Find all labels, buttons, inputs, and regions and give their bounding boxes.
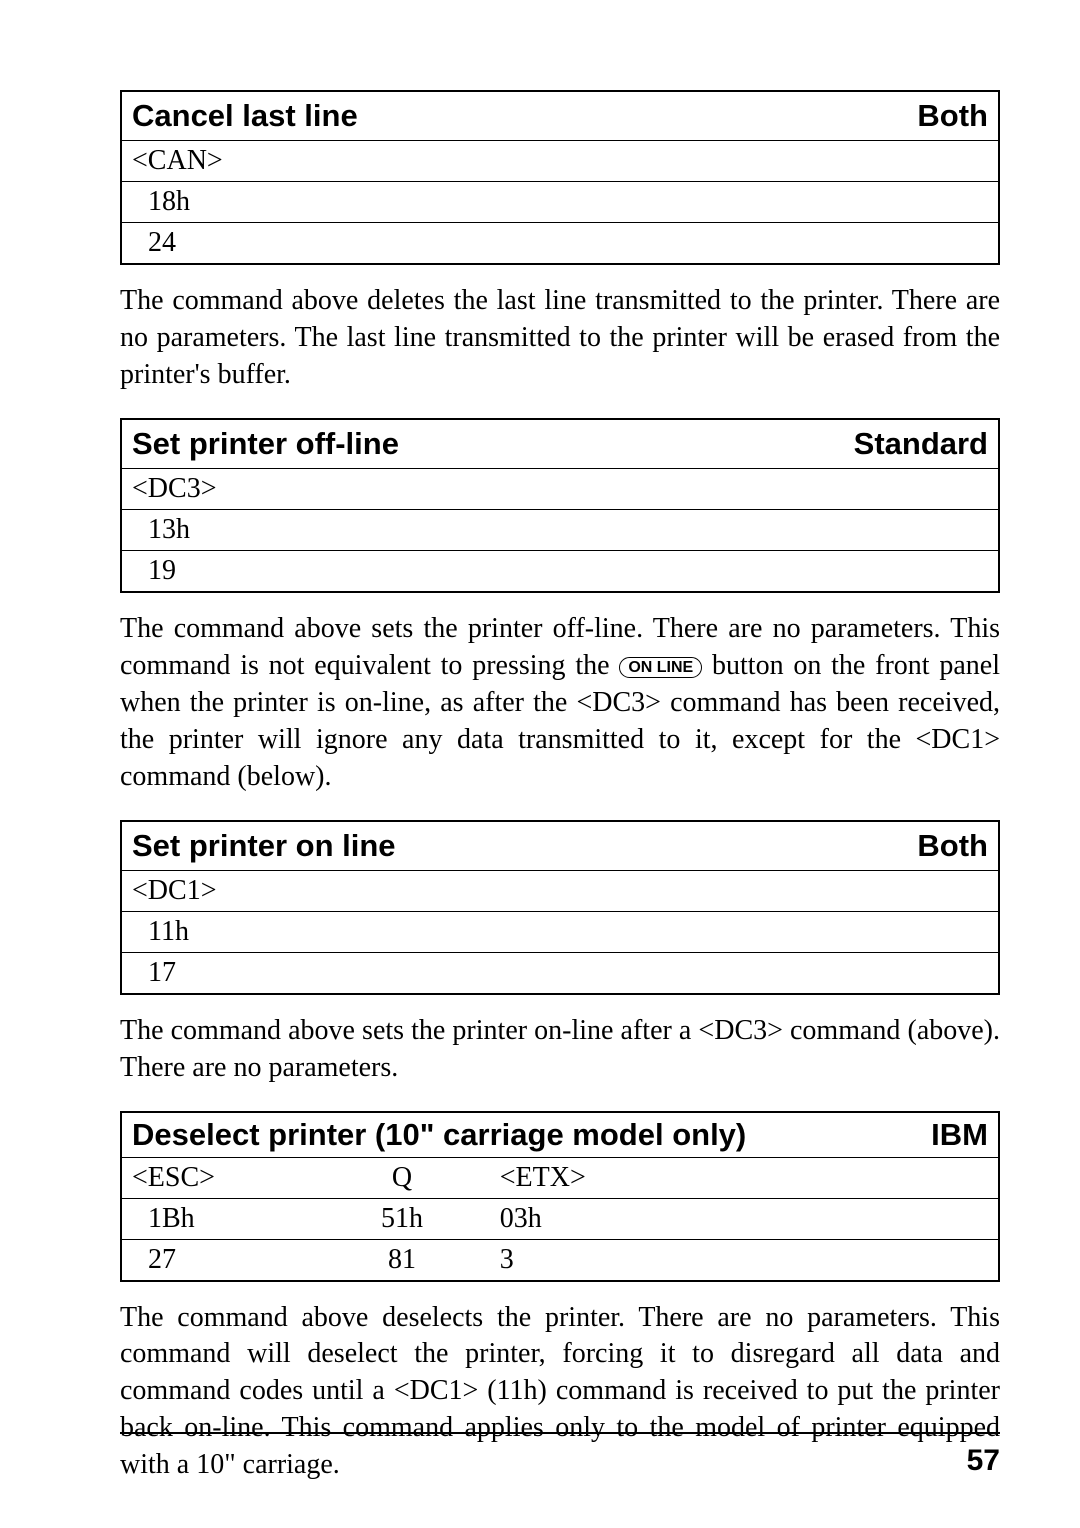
section4-r1c3: <ETX> [490,1157,999,1198]
cancel-last-line-table: Cancel last line Both <CAN> 18h 24 [120,90,1000,265]
section1-dec: 24 [121,223,999,265]
section3-mode: Both [917,828,988,864]
deselect-printer-table: Deselect printer (10" carriage model onl… [120,1111,1000,1282]
section2-hex: 13h [121,509,999,550]
section3-title: Set printer on line [132,828,396,863]
section2-title: Set printer off-line [132,426,399,461]
footer: 57 [120,1392,1000,1478]
set-printer-online-table: Set printer on line Both <DC1> 11h 17 [120,820,1000,995]
section1-title: Cancel last line [132,98,358,133]
section3-dec: 17 [121,952,999,994]
section4-r2c2: 51h [314,1198,490,1239]
section3-hex: 11h [121,911,999,952]
section3-description: The command above sets the printer on-li… [120,1013,1000,1087]
set-printer-offline-table: Set printer off-line Standard <DC3> 13h … [120,418,1000,593]
section4-r3c2: 81 [314,1239,490,1281]
online-button-icon: ON LINE [619,657,702,678]
section1-description: The command above deletes the last line … [120,283,1000,394]
section1-mode: Both [917,98,988,134]
section4-r2c3: 03h [490,1198,999,1239]
section4-r1c1: <ESC> [121,1157,314,1198]
section4-r2c1: 1Bh [121,1198,314,1239]
section4-r1c2: Q [314,1157,490,1198]
section3-code: <DC1> [121,870,999,911]
footer-divider [120,1432,1000,1434]
section1-code: <CAN> [121,141,999,182]
section4-r3c3: 3 [490,1239,999,1281]
section2-mode: Standard [854,426,988,462]
section2-code: <DC3> [121,468,999,509]
section2-dec: 19 [121,550,999,592]
section4-mode: IBM [931,1117,988,1153]
section1-hex: 18h [121,182,999,223]
page-number: 57 [120,1444,1000,1478]
section4-r3c1: 27 [121,1239,314,1281]
section2-description: The command above sets the printer off-l… [120,611,1000,796]
section4-title: Deselect printer (10" carriage model onl… [132,1117,746,1152]
